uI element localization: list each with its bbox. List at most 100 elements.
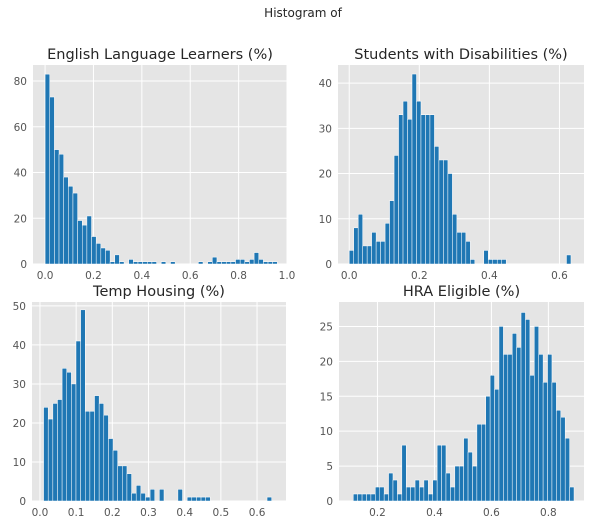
x-tick-label: 0.0 xyxy=(341,270,358,282)
histogram-panels: 0.0 0.2 0.4 0.6 0.8 1.0 0 20 40 60 80 English Langu… xyxy=(13,47,584,519)
histogram-bar xyxy=(452,214,458,265)
histogram-bar xyxy=(463,437,469,502)
y-tick-label: 40 xyxy=(14,168,27,180)
y-tick-label: 10 xyxy=(13,457,26,469)
y-tick-label: 20 xyxy=(320,356,333,368)
histogram-bar xyxy=(425,114,431,265)
histogram-bar xyxy=(249,259,255,265)
histogram-bar xyxy=(470,259,476,265)
histogram-bar xyxy=(507,354,513,502)
histogram-bar xyxy=(126,473,132,502)
y-tick-label: 5 xyxy=(326,461,333,473)
x-tick-label: 0.2 xyxy=(369,507,386,519)
histogram-bar xyxy=(520,312,526,502)
y-tick-label: 20 xyxy=(319,169,332,181)
histogram-bar xyxy=(258,259,264,265)
histogram-bar xyxy=(411,73,417,265)
histogram-bar xyxy=(556,409,562,502)
y-tick-label: 0 xyxy=(326,496,333,508)
histogram-bar xyxy=(392,479,398,502)
histogram-bar xyxy=(428,493,433,502)
histogram-bar xyxy=(89,411,95,502)
histogram-bar xyxy=(353,227,359,265)
histogram-bar xyxy=(235,259,241,265)
y-tick-label: 15 xyxy=(320,391,333,403)
histogram-bar xyxy=(384,223,390,265)
histogram-bar xyxy=(560,416,566,502)
histogram-bar xyxy=(239,259,246,265)
histogram-bar xyxy=(375,241,381,265)
histogram-bar xyxy=(44,73,50,265)
histogram-bar xyxy=(75,340,81,502)
histogram-bar xyxy=(542,382,548,502)
histogram-bar xyxy=(420,114,426,265)
histogram-bar xyxy=(566,254,572,265)
x-tick-label: 0.4 xyxy=(426,507,443,519)
histogram-bar xyxy=(489,375,495,502)
panel-title: Students with Disabilities (%) xyxy=(354,47,567,63)
histogram-bar xyxy=(476,423,482,502)
histogram-bar xyxy=(398,114,404,265)
histogram-bar xyxy=(388,472,394,502)
histogram-bar xyxy=(86,215,92,265)
histogram-bar xyxy=(61,368,67,502)
histogram-bar xyxy=(137,261,143,265)
x-tick-label: 0.2 xyxy=(411,270,428,282)
histogram-bar xyxy=(94,395,100,502)
histogram-bar xyxy=(419,486,425,502)
histogram-bar xyxy=(216,261,222,265)
histogram-bar xyxy=(366,245,372,265)
histogram-bar xyxy=(371,232,377,265)
histogram-bar xyxy=(547,354,553,502)
x-tick-label: 0.3 xyxy=(140,507,157,519)
histogram-bar xyxy=(196,496,202,502)
histogram-bar xyxy=(140,492,146,502)
histogram-bar xyxy=(447,173,453,265)
histogram-bar xyxy=(380,241,386,265)
histogram-bar xyxy=(207,261,213,265)
histogram-bar xyxy=(357,493,363,502)
histogram-bar xyxy=(225,261,232,265)
y-tick-label: 20 xyxy=(13,418,26,430)
histogram-bar xyxy=(538,354,544,502)
histogram-bar xyxy=(443,159,449,265)
histogram-bar xyxy=(122,465,128,502)
x-tick-label: 0.4 xyxy=(481,270,498,282)
y-tick-label: 25 xyxy=(320,321,333,333)
histogram-bar xyxy=(230,261,236,265)
x-tick-label: 0.6 xyxy=(249,507,266,519)
histogram-bar xyxy=(145,496,151,502)
histogram-bar xyxy=(98,403,105,502)
histogram-bar xyxy=(429,114,435,265)
y-tick-label: 60 xyxy=(14,122,27,134)
histogram-bar xyxy=(529,375,535,502)
histogram-bar xyxy=(488,259,493,265)
x-tick-label: 0.0 xyxy=(32,507,49,519)
x-tick-label: 0.2 xyxy=(104,507,121,519)
histogram-bar xyxy=(458,465,464,502)
histogram-bar xyxy=(131,492,137,502)
histogram-bar xyxy=(516,347,522,502)
histogram-bar xyxy=(498,326,504,502)
histogram-bar xyxy=(564,437,570,502)
x-tick-label: 0.4 xyxy=(134,270,151,282)
histogram-bar xyxy=(244,261,250,265)
histogram-bar xyxy=(58,153,64,265)
histogram-bar xyxy=(551,382,557,502)
x-tick-label: 0.5 xyxy=(213,507,230,519)
y-tick-label: 10 xyxy=(320,426,333,438)
histogram-bar xyxy=(383,493,389,502)
y-tick-label: 10 xyxy=(319,214,332,226)
histogram-bar xyxy=(534,326,539,502)
panel-english-language-learners: 0.0 0.2 0.4 0.6 0.8 1.0 0 20 40 60 80 English Langu… xyxy=(14,47,296,282)
histogram-bar xyxy=(212,256,218,265)
histogram-bar xyxy=(445,472,451,502)
histogram-bar xyxy=(461,232,467,265)
histogram-bar xyxy=(198,261,204,265)
histogram-bar xyxy=(393,155,399,265)
histogram-bar xyxy=(114,254,120,265)
histogram-bar xyxy=(52,403,58,502)
y-tick-label: 30 xyxy=(319,123,332,135)
x-tick-label: 0.2 xyxy=(85,270,102,282)
